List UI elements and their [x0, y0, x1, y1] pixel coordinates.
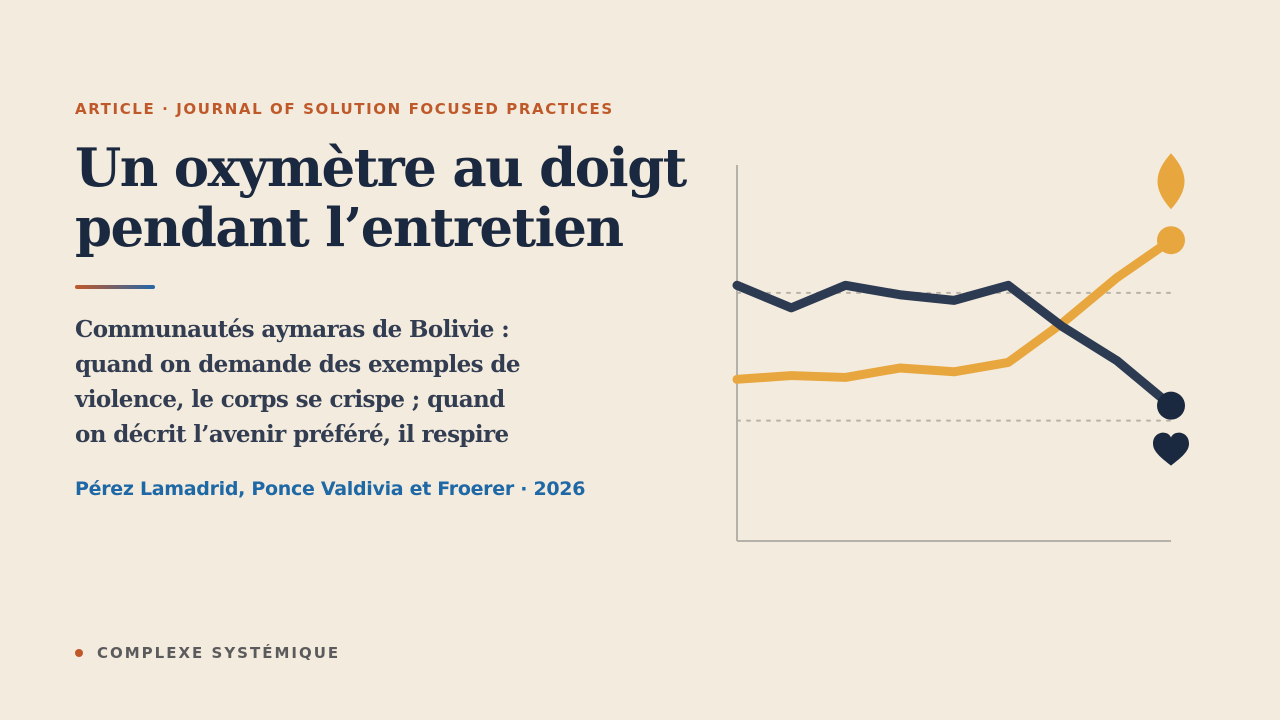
category-footer: COMPLEXE SYSTÉMIQUE — [75, 644, 340, 662]
category-dot-icon — [75, 649, 83, 657]
title-divider — [75, 285, 155, 289]
subtitle-line-3: violence, le corps se crispe ; quand — [75, 386, 505, 413]
series-line-1 — [732, 235, 1176, 384]
article-kicker: ARTICLE · JOURNAL OF SOLUTION FOCUSED PR… — [75, 100, 614, 118]
series-end-dot-2 — [1157, 391, 1185, 420]
title-line-2: pendant l’entretien — [75, 197, 624, 259]
subtitle-line-1: Communautés aymaras de Bolivie : — [75, 316, 510, 343]
series-line-2 — [732, 280, 1176, 411]
article-authors: Pérez Lamadrid, Ponce Valdivia et Froere… — [75, 478, 586, 500]
category-label: COMPLEXE SYSTÉMIQUE — [97, 644, 341, 662]
article-title: Un oxymètre au doigt pendant l’entretien — [75, 138, 715, 258]
heart-icon — [1153, 432, 1189, 466]
title-line-1: Un oxymètre au doigt — [75, 137, 687, 199]
subtitle-line-4: on décrit l’avenir préféré, il respire — [75, 421, 509, 448]
leaf-icon — [1157, 153, 1185, 210]
article-subtitle: Communautés aymaras de Bolivie : quand o… — [75, 312, 595, 452]
subtitle-line-2: quand on demande des exemples de — [75, 351, 521, 378]
series-end-dot-1 — [1157, 226, 1185, 255]
